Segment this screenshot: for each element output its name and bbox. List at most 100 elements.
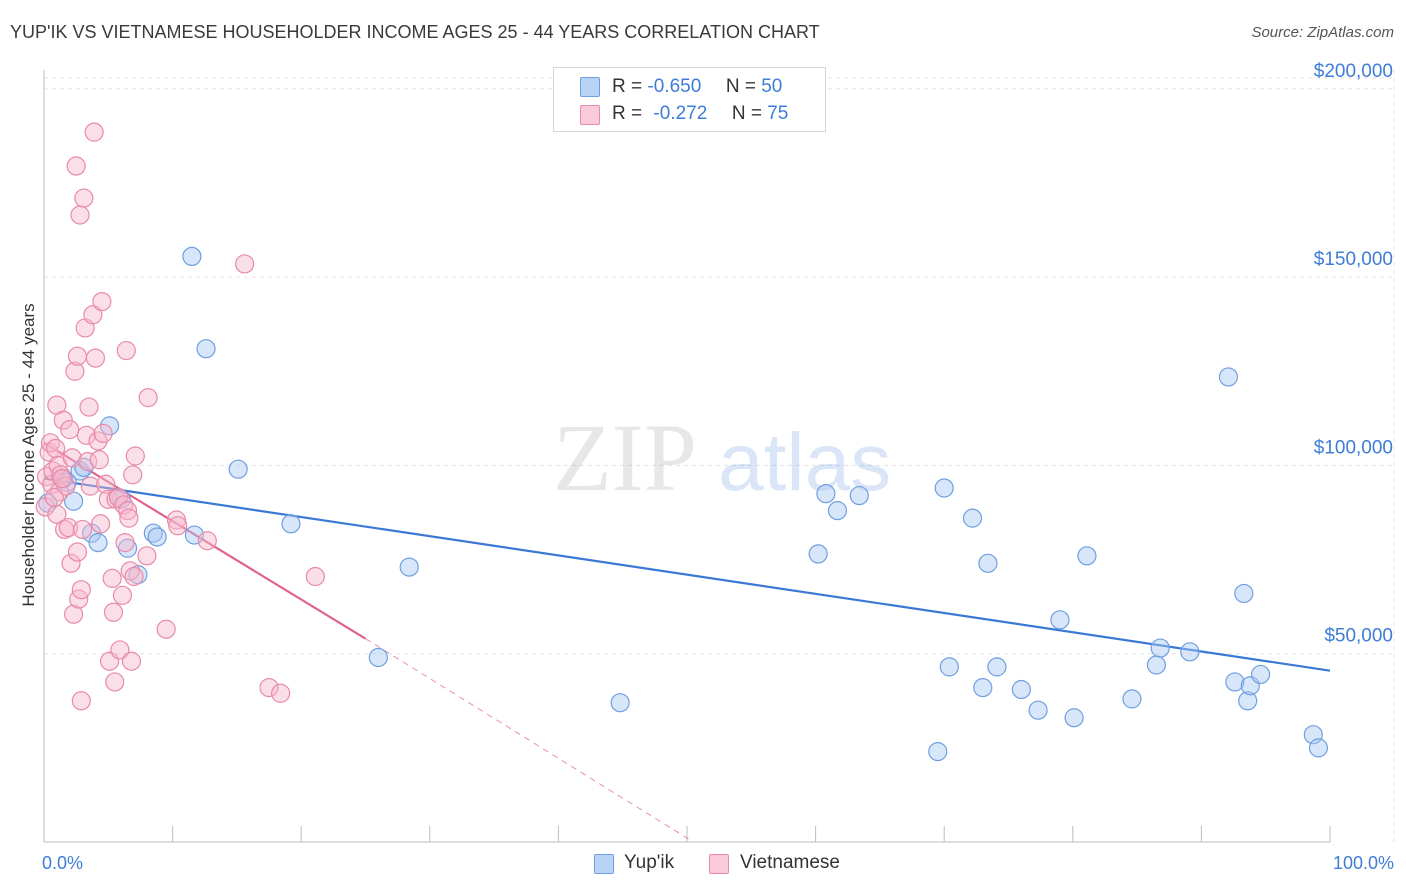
point-yupik xyxy=(147,527,167,547)
tick-labels: $50,000 $100,000 $150,000 $200,000 0.0% 100.0… xyxy=(42,61,1394,873)
point-vietnamese xyxy=(305,566,325,587)
point-yupik xyxy=(987,657,1007,677)
point-yupik xyxy=(399,557,419,577)
trend-line-vietnamese-extension xyxy=(365,638,694,843)
point-vietnamese xyxy=(66,156,86,176)
point-vietnamese xyxy=(117,501,138,521)
bottom-legend-swatch-vietnamese xyxy=(709,854,729,874)
point-vietnamese xyxy=(105,672,125,692)
watermark-atlas: atlas xyxy=(718,417,891,508)
point-vietnamese xyxy=(72,519,93,540)
trend-lines xyxy=(43,441,1331,843)
point-vietnamese xyxy=(93,423,113,444)
point-vietnamese xyxy=(112,585,133,605)
point-vietnamese xyxy=(60,420,80,440)
point-vietnamese xyxy=(123,465,143,485)
point-vietnamese xyxy=(83,305,103,325)
point-vietnamese xyxy=(92,292,112,312)
point-yupik xyxy=(1218,367,1239,387)
point-yupik xyxy=(928,742,948,762)
point-vietnamese xyxy=(52,468,72,489)
point-vietnamese xyxy=(61,553,81,573)
point-yupik xyxy=(63,491,84,511)
chart-title: YUP'IK VS VIETNAMESE HOUSEHOLDER INCOME … xyxy=(10,22,820,42)
point-yupik xyxy=(88,533,108,553)
correlation-legend: R = -0.650 N = 50 R = -0.272 N = 75 xyxy=(553,67,826,132)
point-yupik xyxy=(816,484,836,504)
point-vietnamese xyxy=(71,580,91,600)
point-vietnamese xyxy=(53,410,73,430)
bottom-legend-swatch-yupik xyxy=(594,854,614,874)
point-vietnamese xyxy=(125,446,145,466)
point-vietnamese xyxy=(102,568,122,588)
point-vietnamese xyxy=(115,533,135,553)
watermark: ZIP atlas xyxy=(553,404,891,511)
point-yupik xyxy=(1064,708,1084,728)
point-yupik xyxy=(182,246,202,267)
point-yupik xyxy=(849,485,869,506)
point-yupik xyxy=(1028,700,1048,720)
point-yupik xyxy=(1225,672,1245,692)
point-yupik xyxy=(939,657,959,677)
point-yupik xyxy=(1234,583,1254,604)
y-tick-label: $200,000 xyxy=(1314,61,1393,82)
point-yupik xyxy=(1146,655,1166,675)
point-vietnamese xyxy=(67,542,88,562)
point-vietnamese xyxy=(79,397,99,417)
point-vietnamese xyxy=(271,683,291,703)
point-vietnamese xyxy=(44,487,64,508)
point-vietnamese xyxy=(62,448,82,468)
point-yupik xyxy=(99,416,120,436)
point-yupik xyxy=(196,339,216,359)
point-vietnamese xyxy=(70,205,90,225)
axes xyxy=(43,70,1331,843)
point-yupik xyxy=(1150,638,1170,658)
point-vietnamese xyxy=(65,361,85,381)
point-vietnamese xyxy=(197,531,217,551)
point-vietnamese xyxy=(45,438,66,459)
point-yupik xyxy=(1011,679,1031,700)
point-vietnamese xyxy=(85,348,106,368)
point-vietnamese xyxy=(138,388,158,408)
point-vietnamese xyxy=(116,340,136,361)
point-vietnamese xyxy=(137,546,157,566)
point-vietnamese xyxy=(67,346,88,366)
point-yupik xyxy=(973,677,993,698)
point-vietnamese xyxy=(96,474,116,494)
point-vietnamese xyxy=(58,517,79,538)
legend-n-label: N = xyxy=(731,103,762,124)
legend-row-yupik: R = -0.650 N = 50 xyxy=(612,76,782,98)
bottom-legend-yupik: Yup'ik xyxy=(624,852,675,873)
legend-n-value: 75 xyxy=(767,103,789,124)
trend-line-vietnamese xyxy=(43,441,367,640)
point-yupik xyxy=(610,693,630,713)
y-tick-label: $100,000 xyxy=(1314,437,1393,458)
y-tick-label: $50,000 xyxy=(1324,626,1393,647)
point-vietnamese xyxy=(90,514,111,534)
legend-n-label: N = xyxy=(725,76,756,97)
point-yupik xyxy=(228,459,248,479)
source-label: Source: ZipAtlas.com xyxy=(1251,24,1394,41)
watermark-zip: ZIP xyxy=(553,404,697,511)
point-yupik xyxy=(808,544,828,564)
point-yupik xyxy=(1050,610,1070,630)
y-tick-label: $150,000 xyxy=(1314,249,1393,270)
point-yupik xyxy=(827,501,848,521)
point-vietnamese xyxy=(156,619,176,639)
point-vietnamese xyxy=(235,254,255,274)
point-vietnamese xyxy=(71,691,91,711)
point-yupik xyxy=(368,647,388,668)
point-vietnamese xyxy=(74,188,94,208)
point-vietnamese xyxy=(124,566,144,587)
legend-row-vietnamese: R = -0.272 N = 75 xyxy=(612,103,788,125)
point-vietnamese xyxy=(259,677,279,698)
point-vietnamese xyxy=(121,651,142,671)
legend-r-label: R = xyxy=(612,76,643,97)
point-vietnamese xyxy=(80,476,100,496)
point-vietnamese xyxy=(89,450,109,470)
point-vietnamese xyxy=(103,602,124,622)
point-yupik xyxy=(1077,546,1097,566)
point-vietnamese xyxy=(84,122,104,142)
point-vietnamese xyxy=(168,516,188,536)
